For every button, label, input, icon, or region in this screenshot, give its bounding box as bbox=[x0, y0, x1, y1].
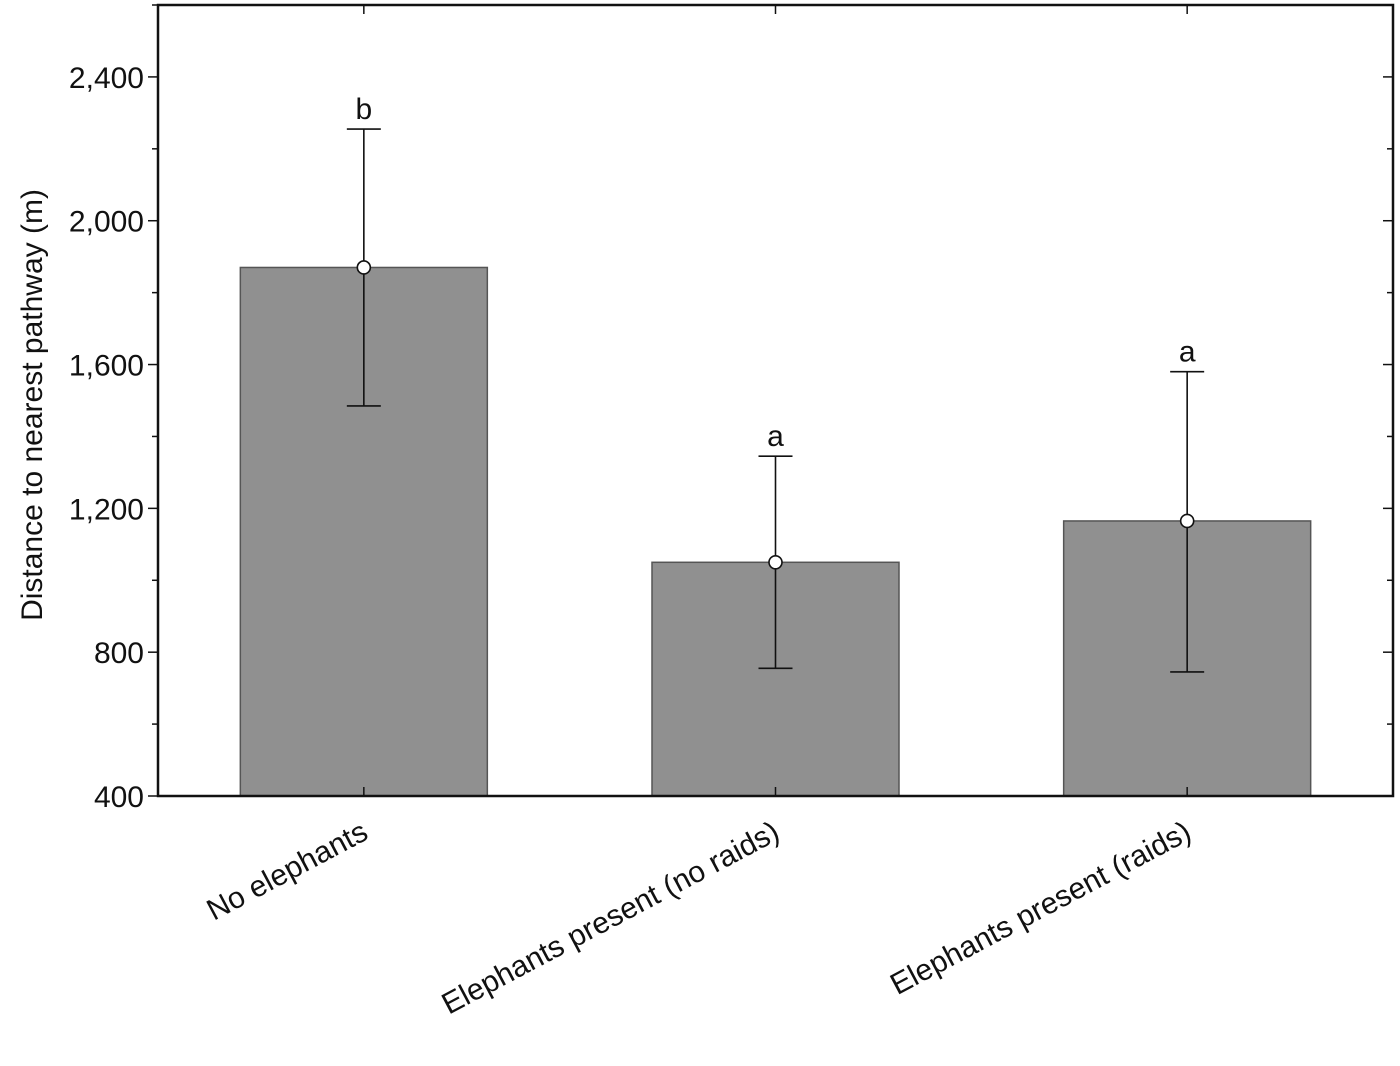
mean-marker bbox=[1179, 513, 1195, 529]
x-category-label: No elephants bbox=[202, 815, 374, 927]
mean-marker bbox=[356, 260, 372, 275]
y-tick-label: 800 bbox=[94, 637, 144, 670]
x-category-label: Elephants present (raids) bbox=[885, 815, 1196, 1001]
y-tick-label: 2,000 bbox=[69, 206, 144, 239]
y-tick-label: 1,600 bbox=[69, 350, 144, 383]
y-tick-label: 2,400 bbox=[69, 62, 144, 95]
mean-marker bbox=[768, 554, 783, 570]
y-tick-label: 1,200 bbox=[69, 493, 144, 526]
error-bars-layer: b a a bbox=[346, 93, 1205, 673]
x-category-label: Elephants present (no raids) bbox=[437, 815, 785, 1021]
significance-label: a bbox=[767, 420, 784, 453]
y-axis: 400 800 1,200 1,600 2,000 2,400 bbox=[69, 4, 1393, 814]
significance-label: b bbox=[355, 93, 372, 126]
y-axis-title: Distance to nearest pathway (m) bbox=[16, 189, 49, 621]
significance-label: a bbox=[1179, 336, 1196, 369]
y-tick-label: 400 bbox=[94, 781, 144, 814]
